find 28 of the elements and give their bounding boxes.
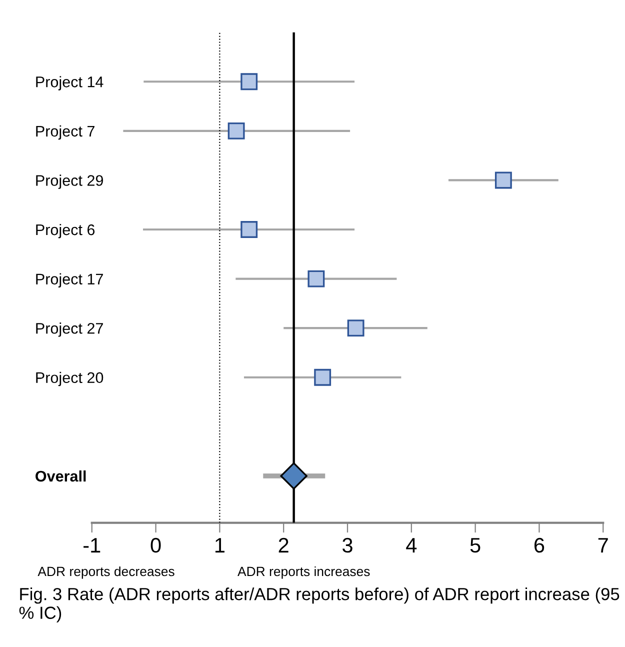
x-tick-label: 1 — [215, 538, 224, 552]
point — [347, 320, 364, 337]
x-tick-label: 4 — [406, 538, 417, 552]
y-tick-label: Overall — [36, 470, 86, 482]
x-tick-label: 3 — [342, 538, 352, 553]
y-tick-label: Project 17 — [36, 273, 103, 288]
point — [494, 172, 512, 189]
y-tick-label: Project 27 — [36, 322, 103, 337]
y-tick-label: Project 14 — [36, 76, 104, 90]
point — [240, 221, 258, 238]
x-tick-label: 7 — [598, 538, 608, 552]
x-tick-label: 0 — [150, 538, 161, 553]
x-tick-label: 6 — [534, 538, 544, 553]
x-tick-label: 2 — [278, 538, 288, 552]
point — [228, 122, 245, 140]
point — [314, 368, 332, 386]
y-tick-label: Project 29 — [36, 174, 103, 189]
caption: Fig. 3 Rate (ADR reports after/ADR reports before) of ADR report increase (95 % IC) — [19, 588, 620, 622]
y-tick-label: Project 6 — [36, 224, 95, 238]
point — [240, 73, 258, 90]
x-tick-label: -1 — [84, 538, 100, 552]
text: ADR reports increases — [238, 566, 370, 579]
text: ADR reports decreases — [38, 566, 174, 579]
point — [308, 270, 325, 288]
point — [280, 462, 308, 490]
y-tick-label: Project 20 — [36, 372, 104, 386]
x-tick-label: 5 — [470, 538, 480, 553]
y-tick-label: Project 7 — [36, 125, 94, 140]
